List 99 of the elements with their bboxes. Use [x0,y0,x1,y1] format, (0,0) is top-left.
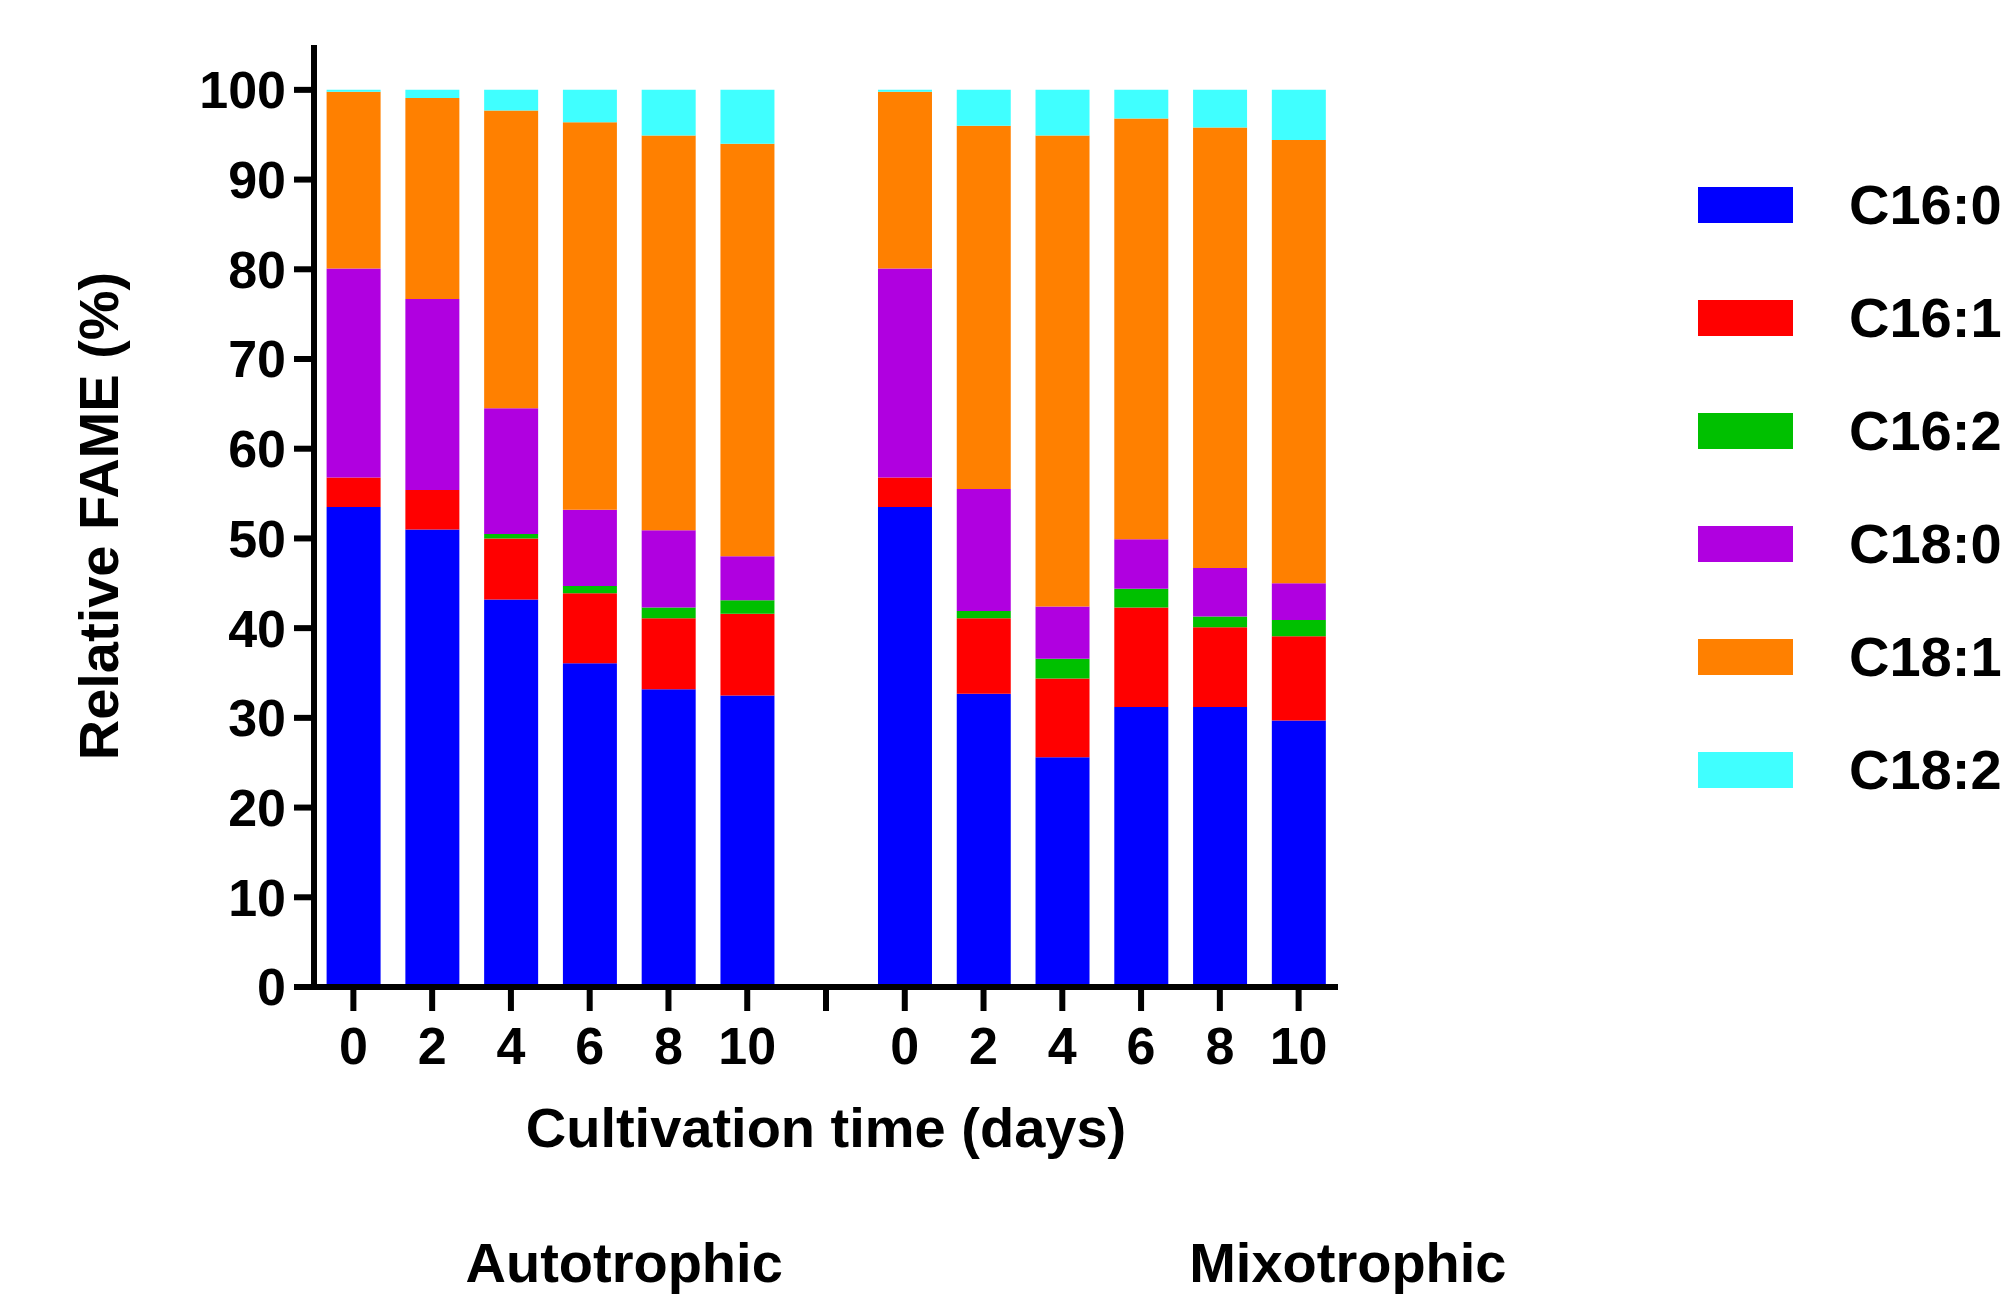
bar [1271,140,1326,584]
x-tick-label: 8 [654,1016,683,1075]
bar [1271,720,1326,987]
bar [720,556,775,601]
y-tick-label: 70 [228,330,286,389]
bar [562,509,617,586]
x-tick-label: 6 [1126,1016,1156,1075]
y-tick-label: 60 [228,420,286,479]
bar [720,600,775,614]
bar [405,298,460,490]
bar [641,89,696,136]
bar [956,125,1011,490]
bar [956,693,1011,987]
bar [484,110,539,409]
x-tick-label: 6 [575,1016,605,1075]
x-tick-label: 8 [1205,1016,1235,1075]
legend-label: C18:0 [1849,511,2002,576]
bar [1271,636,1326,721]
bar [956,489,1011,612]
bar [405,489,460,530]
legend-label: C16:2 [1849,398,2002,463]
bar [1271,620,1326,637]
x-tick-label: 10 [1269,1016,1328,1075]
y-tick-label: 40 [228,599,286,658]
bar [720,613,775,696]
bar [1035,757,1090,987]
bar [877,507,932,987]
bar [484,538,539,600]
bar [641,135,696,531]
bar [956,89,1011,126]
bar [1035,678,1090,758]
bar [562,89,617,123]
y-tick-label: 90 [228,151,286,210]
bar [1035,89,1090,136]
y-tick-label: 100 [199,61,286,120]
legend-label: C16:1 [1849,285,2002,350]
bar [1193,707,1248,987]
bar [326,268,381,478]
bar [562,593,617,664]
bar [562,122,617,510]
bar [1193,89,1248,128]
bar [641,530,696,608]
text: Autotrophic [464,1230,784,1295]
bar [484,89,539,111]
bar [720,695,775,987]
bar [484,408,539,534]
bar [562,585,617,594]
bar [326,91,381,269]
bar [956,611,1011,619]
bar [1114,588,1169,608]
legend-label: C18:2 [1849,737,2002,802]
bar [326,507,381,987]
bar [1035,606,1090,659]
bar [405,529,460,987]
bar [562,663,617,987]
bar [1271,89,1326,141]
y-tick-label: 30 [228,689,286,748]
bar [877,268,932,478]
bar [1193,568,1248,617]
bar [1114,89,1169,119]
bar [326,477,381,508]
bar [1035,135,1090,607]
y-axis-title: Relative FAME (%) [66,271,130,761]
bar [1114,607,1169,708]
bar [1035,658,1090,679]
bar [1114,707,1169,987]
x-tick-label: 2 [969,1016,998,1075]
y-tick-label: 80 [228,240,286,299]
y-tick-label: 50 [228,509,286,568]
bar [641,618,696,690]
bar [1193,616,1248,628]
bar [405,89,460,98]
bar [641,607,696,619]
y-tick-label: 20 [228,779,286,838]
y-tick-label: 0 [257,958,286,1017]
bar [720,143,775,557]
x-axis-title: Cultivation time (days) [525,1095,1127,1159]
bar [877,477,932,508]
legend-label: C16:0 [1849,172,2002,237]
x-tick-label: 2 [417,1016,447,1075]
x-tick-label: 0 [338,1016,368,1075]
bar [1114,539,1169,589]
x-tick-label: 4 [1047,1016,1077,1075]
bar [405,97,460,299]
bar [720,89,775,144]
bar [1193,127,1248,569]
x-tick-label: 0 [890,1016,920,1075]
bar [641,689,696,987]
bar [1271,583,1326,621]
text: Mixotrophic [1188,1230,1508,1295]
x-tick-label: 10 [718,1016,777,1075]
bar [1114,118,1169,540]
bar [956,618,1011,694]
bar [877,91,932,269]
legend-label: C18:1 [1849,624,2002,689]
y-tick-label: 10 [228,868,286,927]
x-tick-label: 4 [496,1016,526,1075]
bar [1193,627,1248,708]
bar [484,599,539,987]
